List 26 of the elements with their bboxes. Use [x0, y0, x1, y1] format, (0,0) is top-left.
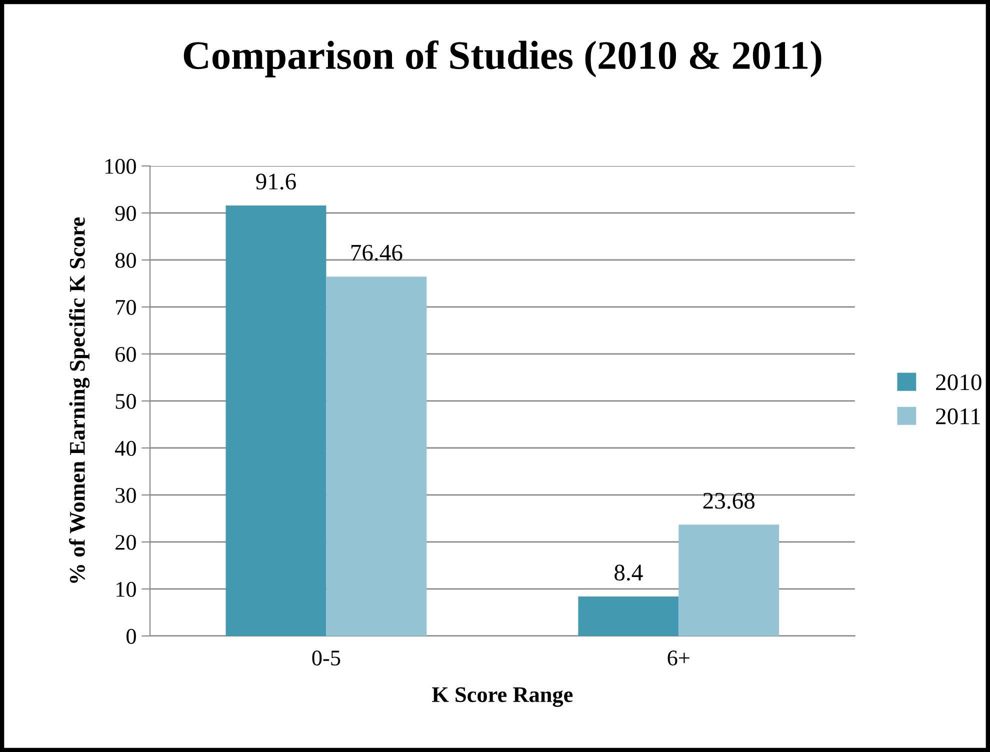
y-tick-label: 100 — [105, 158, 136, 174]
bar — [678, 524, 780, 636]
x-tick-label: 6+ — [668, 650, 690, 666]
data-label: 91.6 — [256, 174, 296, 190]
data-label: 23.68 — [703, 492, 755, 509]
chart-title: Comparison of Studies (2010 & 2011) — [184, 40, 822, 78]
bar — [326, 276, 427, 636]
legend-label: 2010 — [936, 374, 982, 390]
x-axis-title: K Score Range — [432, 687, 573, 707]
y-tick-label: 10 — [116, 582, 136, 597]
x-tick-label: 0-5 — [312, 650, 340, 666]
y-tick-label: 60 — [116, 346, 136, 362]
y-tick-label: 20 — [116, 534, 136, 550]
y-tick-label: 50 — [116, 394, 136, 409]
y-tick-label: 30 — [116, 488, 136, 503]
y-tick-label: 70 — [116, 300, 136, 315]
y-axis-title: % of Women Earning Specific K Score — [69, 217, 90, 583]
bar — [578, 596, 679, 636]
data-label: 8.4 — [614, 564, 643, 581]
y-tick-label: 80 — [115, 252, 136, 268]
legend-label: 2011 — [936, 408, 980, 424]
y-tick-label: 0 — [126, 628, 136, 644]
y-tick-label: 90 — [115, 206, 136, 221]
data-label: 76.46 — [351, 244, 402, 261]
bar — [226, 205, 326, 636]
y-tick-label: 40 — [115, 440, 136, 456]
